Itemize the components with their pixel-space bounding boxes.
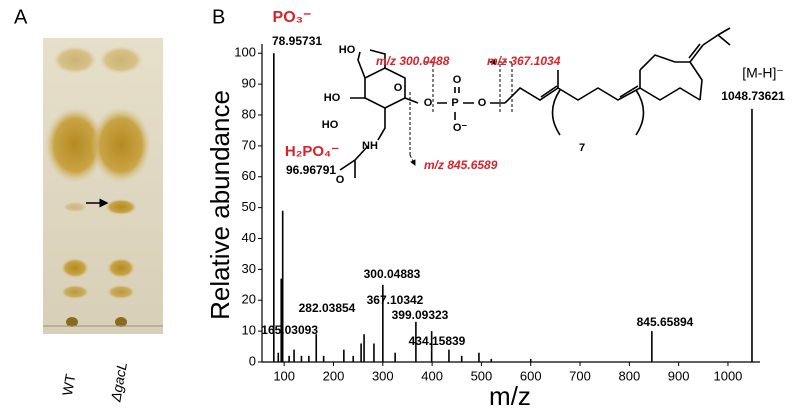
atom-label: O xyxy=(394,82,403,94)
peak-annotation: PO₃⁻ xyxy=(273,9,312,26)
x-tick-label: 700 xyxy=(569,368,591,383)
peak-label: 399.09323 xyxy=(392,308,449,322)
tlc-plate xyxy=(43,38,163,334)
atom-label: O xyxy=(453,74,462,86)
peak-label: 282.03854 xyxy=(299,301,356,315)
atom-label: HO xyxy=(339,44,356,56)
x-tick-label: 100 xyxy=(273,368,295,383)
y-tick-label: 80 xyxy=(242,106,256,121)
panel-label: B xyxy=(212,6,225,28)
x-tick-label: 600 xyxy=(520,368,542,383)
peak-label: 1048.73621 xyxy=(721,89,785,103)
peak-label: 300.04883 xyxy=(364,267,421,281)
lane-label: WT xyxy=(59,372,79,397)
fragment-label: m/z 845.6589 xyxy=(424,158,498,172)
y-axis-title: Relative abundance xyxy=(205,90,235,320)
y-tick-label: 100 xyxy=(234,45,256,60)
y-tick-label: 30 xyxy=(242,261,256,276)
y-tick-label: 90 xyxy=(242,76,256,91)
atom-label: O⁻ xyxy=(453,122,468,134)
y-tick-label: 10 xyxy=(242,323,256,338)
peak-label: 96.96791 xyxy=(286,163,336,177)
x-tick-label: 400 xyxy=(421,368,443,383)
atom-label: O xyxy=(424,97,433,109)
peak-label: 845.65894 xyxy=(637,315,694,329)
peak-label: 165.03093 xyxy=(261,323,318,337)
peak-label: 78.95731 xyxy=(272,34,322,48)
peak-annotation: [M-H]⁻ xyxy=(742,65,784,81)
atom-label: HO xyxy=(324,92,341,104)
y-tick-label: 0 xyxy=(249,353,256,368)
atom-label: 7 xyxy=(579,142,585,154)
x-tick-label: 800 xyxy=(618,368,640,383)
x-tick-label: 200 xyxy=(323,368,345,383)
y-tick-label: 20 xyxy=(242,292,256,307)
panel-label: A xyxy=(14,6,28,28)
atom-label: O xyxy=(336,174,345,186)
y-tick-label: 40 xyxy=(242,230,256,245)
atom-label: HO xyxy=(322,119,339,131)
structure xyxy=(339,27,731,178)
fragment-label: m/z 300.0488 xyxy=(376,54,450,68)
y-tick-label: 50 xyxy=(242,199,256,214)
y-tick-label: 70 xyxy=(242,137,256,152)
peak-label: 434.15839 xyxy=(409,334,466,348)
x-tick-label: 1000 xyxy=(713,368,742,383)
x-tick-label: 300 xyxy=(372,368,394,383)
atom-label: O xyxy=(478,97,487,109)
atom-label: NH xyxy=(362,140,378,152)
x-tick-label: 900 xyxy=(668,368,690,383)
x-tick-label: 500 xyxy=(471,368,493,383)
peak-label: 367.10342 xyxy=(367,293,424,307)
lane-label: ΔgacL xyxy=(107,361,130,404)
fragment-label: m/z 367.1034 xyxy=(487,54,561,68)
peak-annotation: H₂PO₄⁻ xyxy=(285,143,339,160)
y-tick-label: 60 xyxy=(242,168,256,183)
atom-label: P xyxy=(451,97,458,109)
x-axis-title: m/z xyxy=(489,381,531,411)
